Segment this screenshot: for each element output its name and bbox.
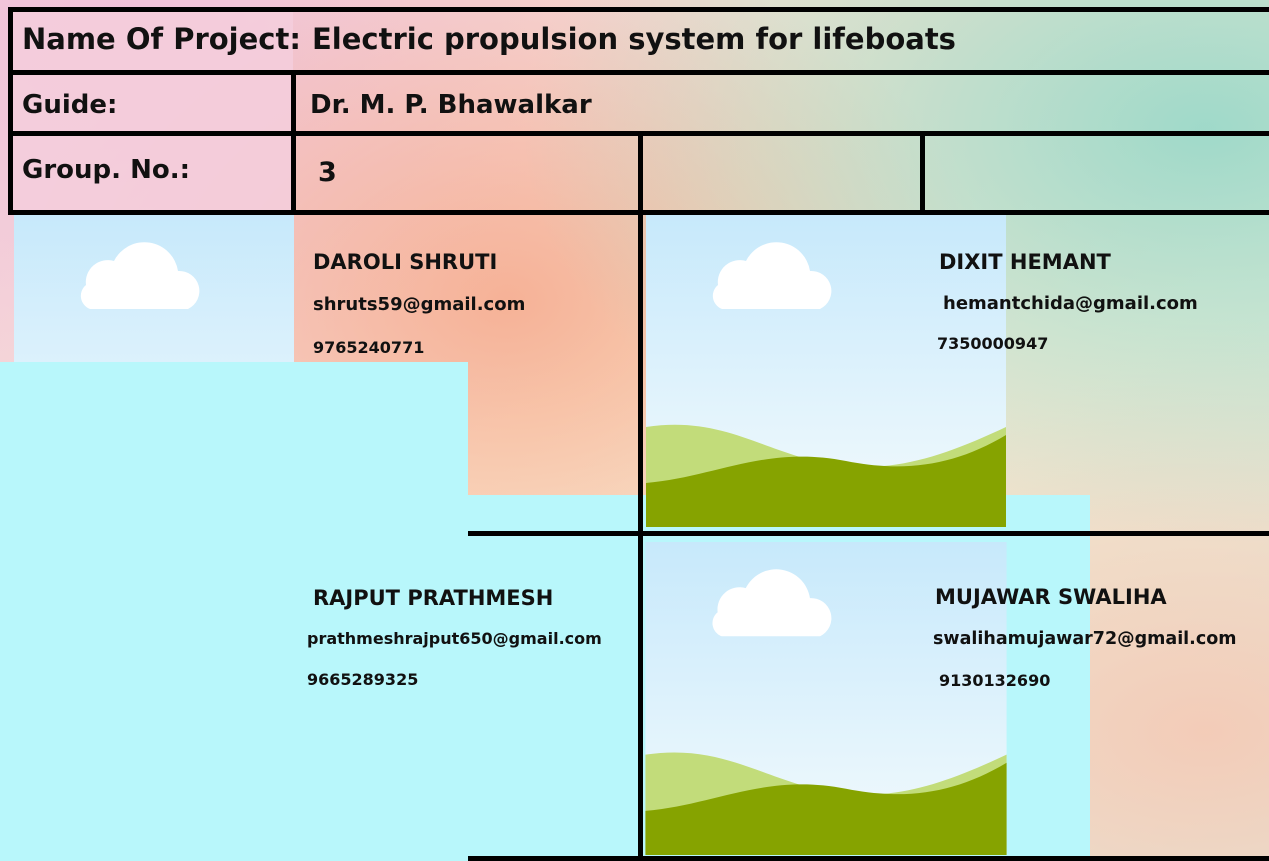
member-name: DIXIT HEMANT [939,250,1111,274]
cyan-block [0,362,468,861]
guide-name: Dr. M. P. Bhawalkar [310,90,592,120]
project-label: Name Of Project: [22,22,301,56]
member-name: MUJAWAR SWALIHA [935,585,1167,609]
page: {"header": {"project_label": "Name Of Pr… [0,0,1269,861]
border-line [920,131,925,215]
group-label: Group. No.: [22,155,190,185]
border-line [468,531,1269,536]
member-phone: 9765240771 [313,338,424,357]
border-line [291,72,296,215]
border-line [8,7,1269,12]
guide-label: Guide: [22,90,117,120]
border-line [8,70,1269,75]
member-email: hemantchida@gmail.com [943,293,1198,314]
member-email: shruts59@gmail.com [313,294,525,315]
border-line [638,131,643,861]
member-phone: 7350000947 [937,334,1048,353]
member-email: prathmeshrajput650@gmail.com [307,629,602,648]
member-name: RAJPUT PRATHMESH [313,586,553,610]
border-line [468,856,1269,861]
border-line [8,7,13,215]
photo-placeholder [14,215,294,365]
member-email: swalihamujawar72@gmail.com [933,629,1236,649]
member-phone: 9665289325 [307,670,418,689]
project-name: Electric propulsion system for lifeboats [312,22,956,56]
member-name: DAROLI SHRUTI [313,250,497,274]
group-number: 3 [318,157,337,188]
member-phone: 9130132690 [939,671,1050,690]
